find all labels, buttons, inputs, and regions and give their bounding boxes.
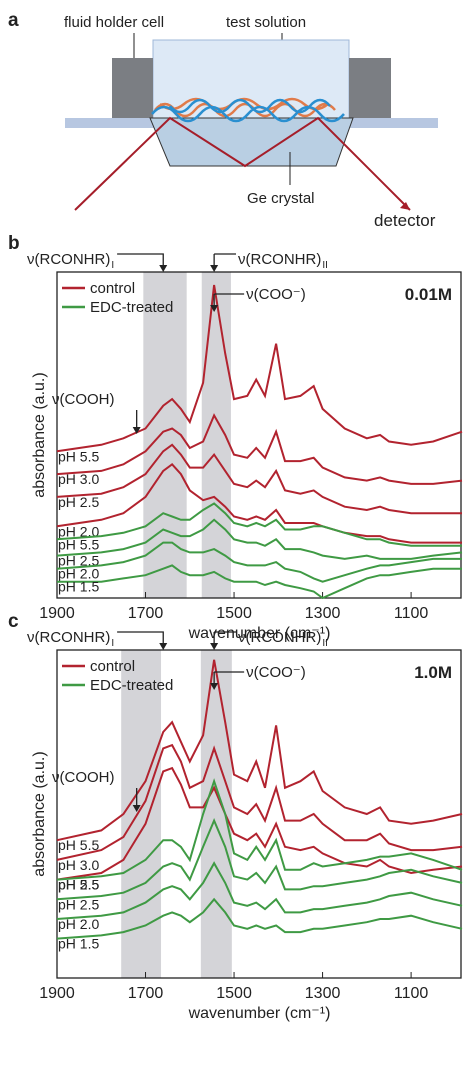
annotation-sub: I <box>111 638 114 649</box>
spectrum <box>56 462 462 544</box>
x-tick-label: 1100 <box>394 985 429 1002</box>
spectrum <box>56 284 463 453</box>
diagram: a fluid holder cell test solution Ge cry… <box>8 10 438 230</box>
x-axis-label: wavenumber (cm⁻¹) <box>188 625 331 642</box>
series-label: pH 2.5 <box>58 494 99 510</box>
x-tick-label: 1300 <box>305 985 341 1002</box>
x-axis-label: wavenumber (cm⁻¹) <box>188 1005 331 1022</box>
fibers-blue <box>151 98 345 123</box>
x-tick-label: 1300 <box>305 605 341 622</box>
crystal-label: Ge crystal <box>247 190 315 207</box>
legend-label: EDC-treated <box>90 299 173 316</box>
annotation: ν(RCONHR) <box>238 251 321 268</box>
arrow-head <box>210 305 219 312</box>
series-label: pH 2.5 <box>58 553 99 569</box>
annotation-sub: II <box>322 260 328 271</box>
spectrum <box>56 518 463 560</box>
y-axis-label: absorbance (a.u.) <box>31 372 48 497</box>
detector-label: detector <box>374 211 436 230</box>
x-tick-label: 1900 <box>39 605 75 622</box>
series-label: pH 2.0 <box>58 523 99 539</box>
holder-label: fluid holder cell <box>64 14 164 31</box>
spectrum <box>56 861 463 920</box>
arrow-head <box>159 265 168 272</box>
series-label: pH 1.5 <box>58 579 99 595</box>
arrow-head <box>132 805 141 812</box>
series-label: pH 3.0 <box>58 857 99 873</box>
holder-left <box>112 58 153 118</box>
arrow <box>117 631 164 642</box>
annotation: ν(COO⁻) <box>246 286 306 303</box>
annotation: ν(RCONHR) <box>238 629 321 646</box>
spectrum <box>56 766 463 881</box>
solution-label: test solution <box>226 14 306 31</box>
x-tick-label: 1900 <box>39 985 75 1002</box>
concentration: 1.0M <box>414 663 452 682</box>
spectrum <box>56 659 463 842</box>
ge-crystal <box>149 117 354 167</box>
legend-label: EDC-treated <box>90 677 173 694</box>
beam-arrow <box>400 202 410 210</box>
arrow-head <box>210 643 219 650</box>
panel-label: c <box>8 611 19 632</box>
y-axis-label: absorbance (a.u.) <box>31 751 48 876</box>
annotation: ν(COOH) <box>52 769 115 786</box>
legend-label: control <box>90 280 135 297</box>
x-tick-label: 1500 <box>216 985 252 1002</box>
spectrum <box>56 743 463 861</box>
arrow <box>117 253 164 264</box>
spectrum <box>56 443 462 515</box>
spectrum <box>56 541 462 583</box>
band <box>200 650 232 978</box>
x-tick-label: 1700 <box>128 605 164 622</box>
band <box>121 650 162 978</box>
series-label: pH 2.0 <box>58 566 99 582</box>
plot-frame <box>56 649 462 979</box>
spectrum <box>56 413 463 485</box>
spectrum <box>56 818 463 901</box>
arrow-head <box>210 265 219 272</box>
x-tick-label: 1100 <box>394 605 429 622</box>
arrow-head <box>159 643 168 650</box>
series-label: pH 5.5 <box>58 536 99 552</box>
plot-frame <box>56 271 462 599</box>
legend-label: control <box>90 658 135 675</box>
series-label: pH 5.5 <box>58 877 99 893</box>
spectrum <box>56 502 462 547</box>
annotation: ν(RCONHR) <box>27 251 110 268</box>
series-label: pH 2.5 <box>58 877 99 893</box>
annotation: ν(COOH) <box>52 391 115 408</box>
arrow-head <box>132 427 141 434</box>
arrow-head <box>210 683 219 690</box>
ir-beam <box>74 116 411 211</box>
series-label: pH 2.5 <box>58 896 99 912</box>
spectrum <box>56 778 463 881</box>
series-label: pH 2.0 <box>58 916 99 932</box>
annotation: ν(COO⁻) <box>246 664 306 681</box>
spectrum <box>57 564 462 600</box>
series-label: pH 5.5 <box>58 837 99 853</box>
annotation-sub: II <box>322 638 328 649</box>
x-tick-label: 1500 <box>216 605 252 622</box>
annotation: ν(RCONHR) <box>27 629 110 646</box>
holder-right <box>349 58 391 118</box>
series-label: pH 1.5 <box>58 936 99 952</box>
series-label: pH 3.0 <box>58 471 99 487</box>
panel-label: a <box>8 10 19 31</box>
spectrum <box>56 897 463 940</box>
panel-label: b <box>8 233 20 254</box>
concentration: 0.01M <box>405 285 452 304</box>
x-tick-label: 1700 <box>128 985 164 1002</box>
fibers-orange <box>154 97 336 118</box>
series-label: pH 5.5 <box>58 448 99 464</box>
annotation-sub: I <box>111 260 114 271</box>
